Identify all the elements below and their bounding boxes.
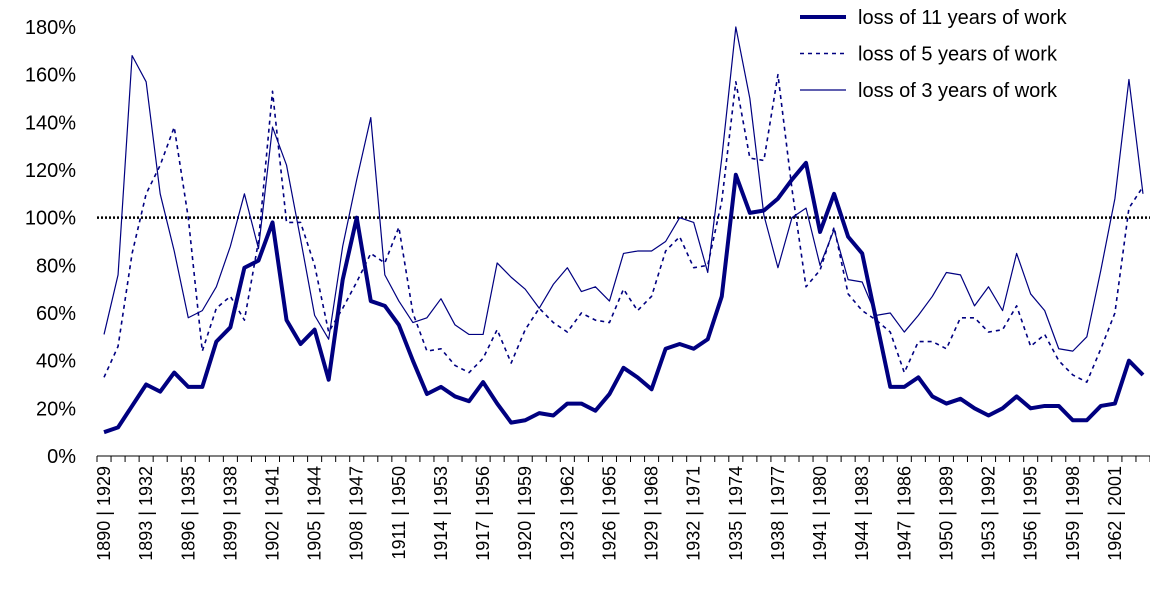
x-tick-label: 1899 | 1938 — [220, 466, 240, 561]
x-tick-label: 1929 | 1968 — [642, 466, 662, 561]
x-tick-label: 1920 | 1959 — [515, 466, 535, 561]
x-tick-label: 1947 | 1986 — [894, 466, 914, 561]
x-tick-label: 1911 | 1950 — [389, 466, 409, 559]
x-tick-label: 1950 | 1989 — [936, 466, 956, 561]
x-tick-label: 1896 | 1935 — [178, 466, 198, 561]
x-tick-label: 1905 | 1944 — [305, 466, 325, 561]
y-tick-label: 60% — [36, 303, 76, 325]
x-tick-label: 1908 | 1947 — [347, 466, 367, 561]
x-tick-label: 1890 | 1929 — [94, 466, 114, 561]
series-line — [103, 160, 1145, 435]
y-tick-label: 180% — [25, 17, 76, 39]
x-tick-label: 1953 | 1992 — [979, 466, 999, 561]
y-tick-label: 140% — [25, 112, 76, 134]
y-tick-label: 40% — [36, 351, 76, 373]
y-tick-label: 0% — [47, 446, 76, 468]
legend-label: loss of 3 years of work — [858, 80, 1058, 102]
x-tick-label: 1932 | 1971 — [684, 466, 704, 561]
x-tick-label: 1902 | 1941 — [263, 466, 283, 561]
series-line — [103, 26, 1144, 352]
legend-label: loss of 11 years of work — [858, 7, 1068, 29]
x-tick-label: 1941 | 1980 — [810, 466, 830, 561]
y-tick-label: 100% — [25, 208, 76, 230]
x-tick-label: 1914 | 1953 — [431, 466, 451, 561]
x-tick-label: 1956 | 1995 — [1021, 466, 1041, 561]
x-tick-label: 1959 | 1998 — [1063, 466, 1083, 561]
series-line — [103, 73, 1144, 383]
y-tick-label: 80% — [36, 255, 76, 277]
legend-label: loss of 5 years of work — [858, 44, 1058, 66]
x-tick-label: 1938 | 1977 — [768, 466, 788, 561]
x-tick-label: 1944 | 1983 — [852, 466, 872, 561]
x-tick-label: 1935 | 1974 — [726, 466, 746, 561]
x-tick-label: 1926 | 1965 — [599, 466, 619, 561]
x-tick-label: 1923 | 1962 — [557, 466, 577, 561]
y-tick-label: 120% — [25, 160, 76, 182]
x-tick-label: 1917 | 1956 — [473, 466, 493, 561]
x-tick-label: 1893 | 1932 — [136, 466, 156, 561]
y-tick-label: 160% — [25, 65, 76, 87]
x-tick-label: 1962 | 2001 — [1105, 466, 1125, 561]
y-tick-label: 20% — [36, 398, 76, 420]
